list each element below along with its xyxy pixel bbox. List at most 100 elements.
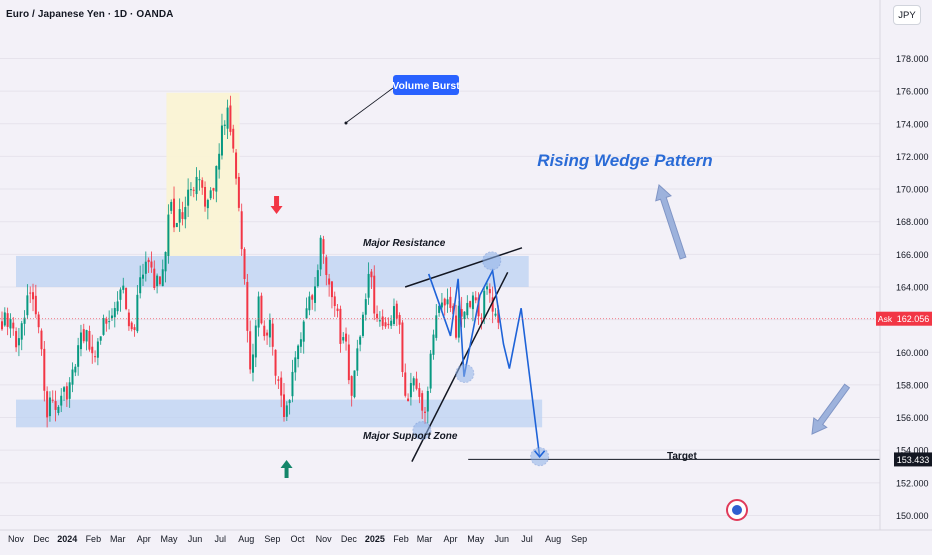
candle-body xyxy=(223,124,226,126)
candle-body xyxy=(133,327,136,331)
resistance-zone xyxy=(16,255,529,287)
candle-body xyxy=(480,317,483,319)
candle-body xyxy=(381,316,384,326)
target-arrow-head xyxy=(534,450,546,458)
time-tick-label: Mar xyxy=(417,534,433,544)
candle-body xyxy=(189,189,192,191)
price-tick-label: 156.000 xyxy=(896,413,929,423)
candle-body xyxy=(373,275,376,314)
candle-body xyxy=(308,296,311,311)
candle-body xyxy=(85,330,88,342)
candle-body xyxy=(474,297,477,301)
candle-body xyxy=(449,296,452,308)
time-tick-label: Nov xyxy=(8,534,25,544)
candle-body xyxy=(218,153,221,170)
symbol-title[interactable]: Euro / Japanese Yen · 1D · OANDA xyxy=(6,9,174,20)
price-tick-label: 158.000 xyxy=(896,380,929,390)
candle-body xyxy=(277,379,280,381)
candle-body xyxy=(440,302,443,308)
price-tick-label: 178.000 xyxy=(896,54,929,64)
time-tick-label: Mar xyxy=(110,534,126,544)
candle-body xyxy=(378,320,381,322)
candle-body xyxy=(65,386,68,400)
price-tick-label: 168.000 xyxy=(896,217,929,227)
price-tick-label: 152.000 xyxy=(896,478,929,488)
candle-body xyxy=(288,400,291,404)
time-tick-label: Jun xyxy=(188,534,203,544)
candle-body xyxy=(274,349,277,376)
candle-body xyxy=(457,305,460,338)
ask-tag-label: Ask xyxy=(878,314,893,324)
price-tick-label: 172.000 xyxy=(896,152,929,162)
candle-body xyxy=(198,179,201,181)
candle-body xyxy=(201,180,204,188)
time-tick-label: Nov xyxy=(316,534,333,544)
candle-body xyxy=(102,318,105,335)
price-axis[interactable] xyxy=(880,0,932,550)
candle-body xyxy=(302,321,305,342)
candle-body xyxy=(390,320,393,326)
candle-body xyxy=(429,353,432,389)
candle-body xyxy=(34,295,37,315)
candle-body xyxy=(77,345,80,367)
candle-body xyxy=(488,288,491,294)
price-tick-label: 164.000 xyxy=(896,282,929,292)
rising-wedge-label: Rising Wedge Pattern xyxy=(537,151,712,170)
candle-body xyxy=(469,301,472,308)
candle-body xyxy=(74,366,77,373)
wedge-pointer-arrow xyxy=(655,184,687,260)
candle-body xyxy=(254,325,257,358)
candle-body xyxy=(257,296,260,328)
candle-body xyxy=(359,336,362,345)
candle-body xyxy=(51,399,54,401)
wedge-upper-line xyxy=(404,247,523,288)
candle-body xyxy=(144,261,147,274)
candle-body xyxy=(173,198,176,228)
candle-body xyxy=(57,406,60,413)
candle-body xyxy=(48,397,51,417)
ask-price-box xyxy=(894,311,932,326)
price-tick-label: 160.000 xyxy=(896,348,929,358)
candle-body xyxy=(32,292,35,300)
candle-body xyxy=(319,237,322,270)
candle-body xyxy=(486,286,489,290)
candle-body xyxy=(347,344,350,381)
candle-body xyxy=(170,201,173,211)
candle-body xyxy=(384,322,387,327)
candle-body xyxy=(376,313,379,319)
candle-body xyxy=(342,337,345,341)
candle-body xyxy=(184,207,187,220)
candle-body xyxy=(110,315,113,319)
candle-body xyxy=(424,411,426,413)
time-tick-label: Apr xyxy=(137,534,151,544)
candle-body xyxy=(46,391,49,418)
candle-body xyxy=(305,308,308,319)
candle-body xyxy=(471,295,474,310)
candle-body xyxy=(491,297,494,312)
candle-body xyxy=(240,211,243,250)
candle-body xyxy=(147,259,150,263)
candle-body xyxy=(113,308,116,318)
candle-body xyxy=(164,252,167,272)
candle-body xyxy=(212,188,215,191)
time-axis[interactable] xyxy=(0,530,932,550)
candle-body xyxy=(460,309,463,317)
candle-body xyxy=(88,330,91,350)
time-tick-label: May xyxy=(467,534,485,544)
candle-body xyxy=(339,308,342,344)
target-price-label: 153.433 xyxy=(897,455,930,465)
time-tick-label: Aug xyxy=(238,534,254,544)
candle-body xyxy=(418,388,421,397)
candle-body xyxy=(283,394,285,417)
time-tick-label: May xyxy=(160,534,178,544)
candle-body xyxy=(426,390,429,412)
candle-body xyxy=(6,313,9,327)
candle-body xyxy=(206,199,209,209)
wedge-touch-marker xyxy=(482,251,502,271)
candle-body xyxy=(153,268,156,288)
time-tick-label: Feb xyxy=(86,534,102,544)
currency-button[interactable]: JPY xyxy=(893,5,921,25)
candle-body xyxy=(37,314,40,328)
